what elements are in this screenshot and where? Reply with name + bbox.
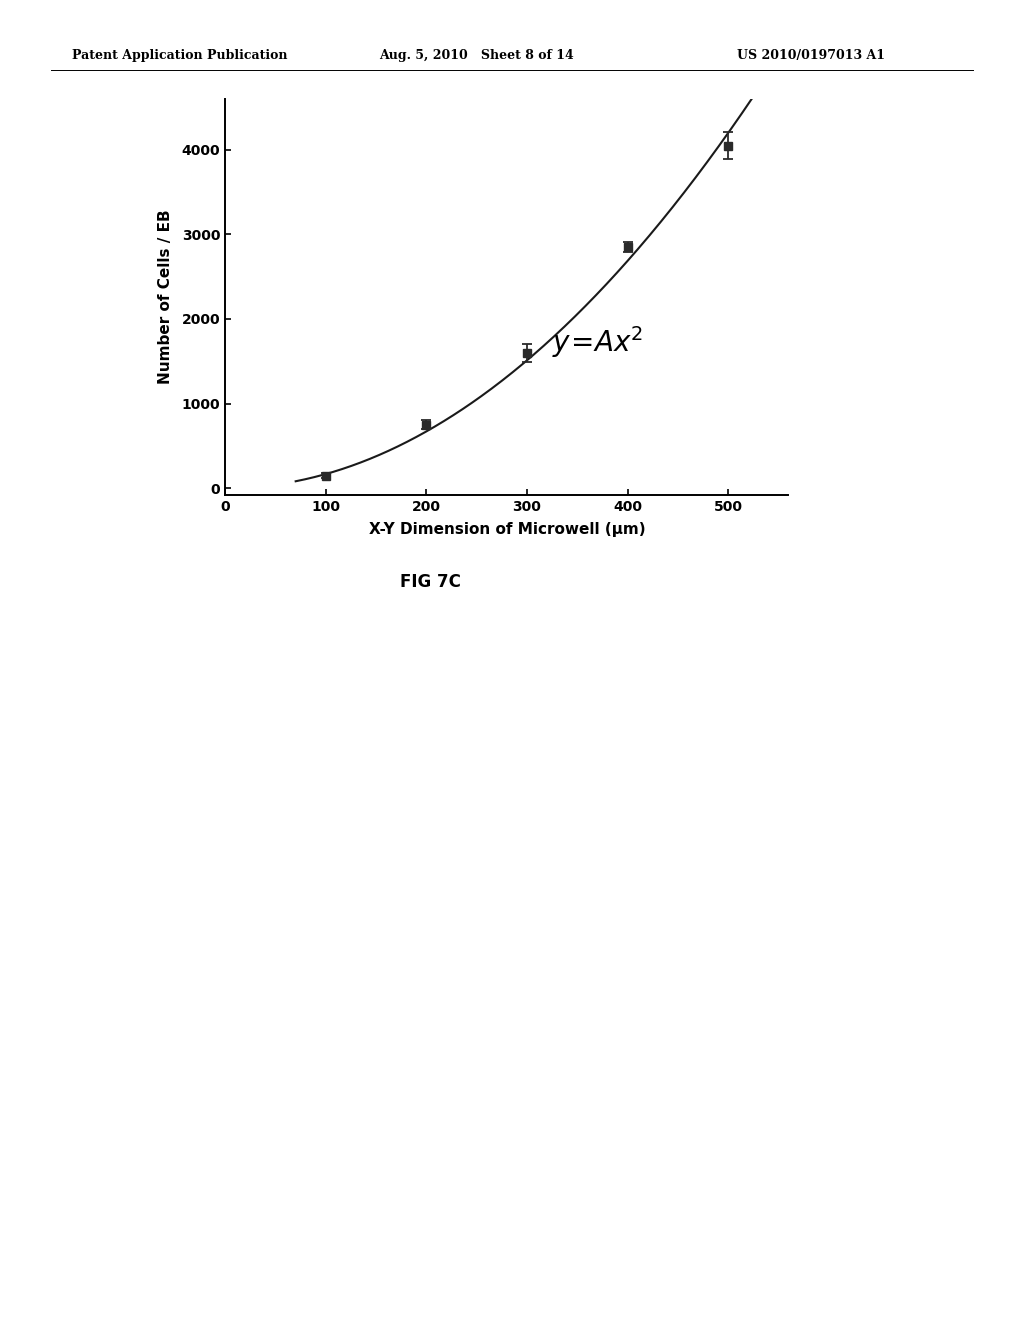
Text: FIG 7C: FIG 7C xyxy=(399,573,461,591)
Y-axis label: Number of Cells / EB: Number of Cells / EB xyxy=(159,210,173,384)
Text: Patent Application Publication: Patent Application Publication xyxy=(72,49,287,62)
Text: $y\!=\!Ax^2$: $y\!=\!Ax^2$ xyxy=(552,325,643,360)
X-axis label: X-Y Dimension of Microwell (μm): X-Y Dimension of Microwell (μm) xyxy=(369,523,645,537)
Text: US 2010/0197013 A1: US 2010/0197013 A1 xyxy=(737,49,886,62)
Text: Aug. 5, 2010   Sheet 8 of 14: Aug. 5, 2010 Sheet 8 of 14 xyxy=(379,49,573,62)
